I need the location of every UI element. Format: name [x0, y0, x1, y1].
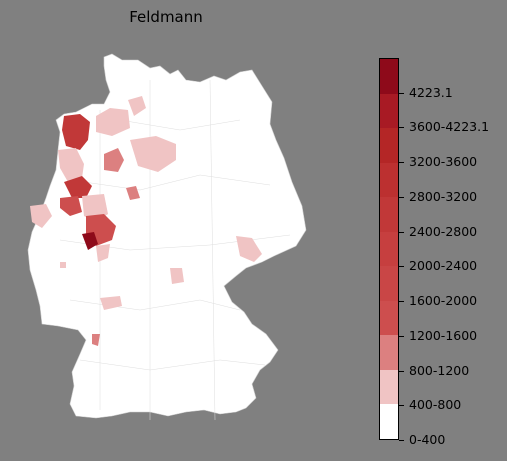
- legend-tick: [399, 266, 404, 268]
- legend-label: 1200-1600: [409, 327, 478, 343]
- legend-label: 2800-3200: [409, 188, 478, 204]
- map-title: Feldmann: [129, 8, 203, 26]
- legend-label: 800-1200: [409, 362, 470, 378]
- legend-swatch: [380, 162, 398, 198]
- legend-label: 3600-4223.1: [409, 119, 490, 135]
- legend-swatch: [380, 404, 398, 439]
- district-region: [60, 196, 82, 216]
- legend-label: 2000-2400: [409, 258, 478, 274]
- legend-tick: [399, 92, 404, 94]
- legend-swatch: [380, 335, 398, 370]
- legend-label: 0-400: [409, 432, 446, 447]
- district-region: [64, 176, 92, 198]
- legend-tick: [399, 162, 404, 164]
- legend-tick: [399, 405, 404, 407]
- legend-swatch: [380, 93, 398, 129]
- legend-swatch: [380, 369, 398, 405]
- germany-district-map: [27, 53, 307, 421]
- legend-swatch: [380, 197, 398, 232]
- district-region: [62, 114, 90, 150]
- district-region: [104, 148, 124, 172]
- district-region: [100, 296, 122, 310]
- district-region: [96, 108, 130, 136]
- district-region: [236, 236, 262, 262]
- legend-label: 4223.1: [409, 84, 453, 100]
- legend-tick: [399, 370, 404, 372]
- legend-swatch: [380, 231, 398, 267]
- legend-tick: [399, 335, 404, 337]
- district-region: [130, 136, 176, 172]
- district-region: [128, 96, 146, 116]
- legend-tick: [399, 231, 404, 233]
- highlighted-districts: [30, 96, 262, 346]
- legend-swatch: [380, 266, 398, 301]
- district-region: [30, 204, 52, 228]
- legend-tick: [399, 440, 404, 441]
- district-region: [82, 232, 98, 250]
- germany-outline: [27, 53, 307, 419]
- district-region: [60, 262, 66, 268]
- district-region: [126, 186, 140, 200]
- legend-swatch: [380, 58, 398, 94]
- district-region: [170, 268, 184, 284]
- legend-label: 2400-2800: [409, 223, 478, 239]
- legend-tick: [399, 196, 404, 198]
- legend-swatch: [380, 300, 398, 336]
- district-region: [96, 244, 110, 262]
- legend-label: 3200-3600: [409, 154, 478, 170]
- district-region: [58, 148, 84, 182]
- legend-tick: [399, 127, 404, 129]
- district-region: [92, 334, 100, 346]
- legend-label: 1600-2000: [409, 293, 478, 309]
- legend-label: 400-800: [409, 397, 462, 413]
- legend-tick: [399, 301, 404, 303]
- legend-swatch: [380, 128, 398, 163]
- color-legend-bar: [379, 58, 399, 440]
